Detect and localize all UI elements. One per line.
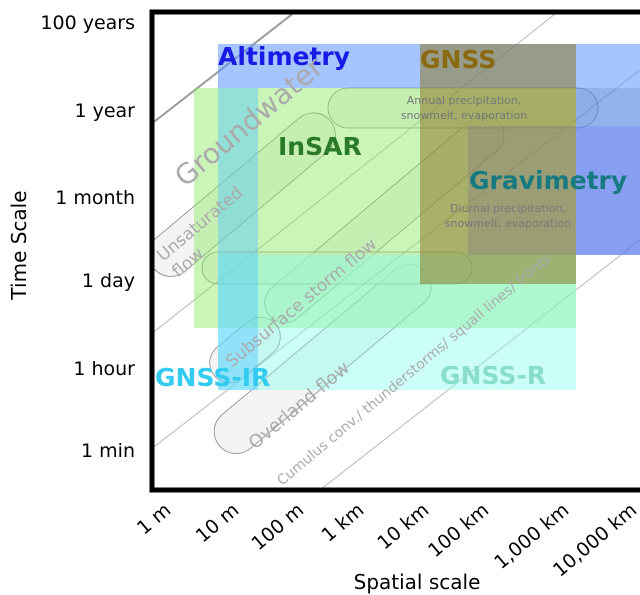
- x-tick-label: 1 m: [133, 499, 175, 539]
- gnss-region: [420, 44, 576, 284]
- region-label: Altimetry: [218, 42, 350, 71]
- region-label: GNSS-R: [440, 361, 546, 390]
- process-label: snowmelt, evaporation: [401, 109, 527, 122]
- y-tick-label: 1 year: [74, 100, 135, 122]
- process-bubble: [209, 316, 281, 384]
- frame: [149, 9, 640, 493]
- process-label: snowmelt, evaporation: [445, 217, 571, 230]
- x-tick-label: 10 m: [192, 499, 243, 547]
- process-label: Annual precipitation,: [407, 94, 522, 107]
- y-tick-label: 1 hour: [73, 358, 135, 380]
- y-tick-label: 100 years: [40, 12, 135, 34]
- x-tick-label: 100 m: [247, 499, 308, 555]
- region-label: InSAR: [278, 132, 362, 161]
- y-axis-label: Time Scale: [7, 190, 31, 300]
- region-label: GNSS: [420, 45, 496, 74]
- guide-line: [319, 239, 640, 490]
- process-label: Diurnal precipitation,: [450, 202, 566, 215]
- y-tick-label: 1 min: [81, 440, 135, 462]
- gnss-ir-region: [218, 88, 258, 390]
- x-tick-label: 100 km: [424, 499, 493, 562]
- region-label: Gravimetry: [469, 166, 627, 195]
- y-tick-label: 1 month: [55, 187, 135, 209]
- region-label: GNSS-IR: [155, 363, 270, 392]
- y-tick-label: 1 day: [82, 270, 135, 292]
- altimetry-region: [576, 88, 640, 255]
- plot-area: Altimetry GNSS InSAR Gravimetry GNSS-IR …: [150, 10, 640, 490]
- x-axis-label: Spatial scale: [354, 570, 481, 594]
- x-tick-label: 1 km: [318, 499, 369, 546]
